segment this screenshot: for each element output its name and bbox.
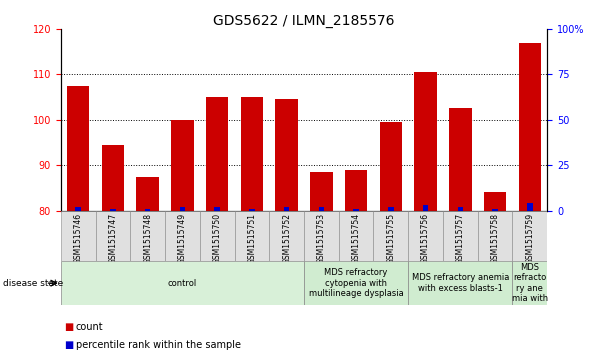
Bar <box>241 97 263 211</box>
Text: disease state: disease state <box>3 279 63 287</box>
Bar <box>484 192 506 211</box>
Text: GSM1515759: GSM1515759 <box>525 213 534 264</box>
FancyBboxPatch shape <box>408 261 513 305</box>
FancyBboxPatch shape <box>304 211 339 261</box>
FancyBboxPatch shape <box>339 211 373 261</box>
Bar <box>206 97 229 211</box>
FancyBboxPatch shape <box>269 211 304 261</box>
Text: percentile rank within the sample: percentile rank within the sample <box>76 340 241 350</box>
Bar <box>423 205 429 211</box>
Text: GSM1515755: GSM1515755 <box>386 213 395 264</box>
Bar <box>519 42 541 211</box>
Bar <box>345 170 367 211</box>
Bar <box>310 172 333 211</box>
Text: GSM1515752: GSM1515752 <box>282 213 291 264</box>
FancyBboxPatch shape <box>408 211 443 261</box>
Bar <box>214 207 220 211</box>
Bar <box>249 209 255 211</box>
Bar <box>67 86 89 211</box>
Text: GSM1515750: GSM1515750 <box>213 213 222 264</box>
Text: GSM1515758: GSM1515758 <box>491 213 500 264</box>
Bar <box>110 209 116 211</box>
Text: GSM1515749: GSM1515749 <box>178 213 187 264</box>
Text: GSM1515748: GSM1515748 <box>143 213 152 264</box>
FancyBboxPatch shape <box>513 211 547 261</box>
Bar <box>275 99 298 211</box>
Bar <box>136 176 159 211</box>
Bar <box>527 203 533 211</box>
Bar <box>179 207 185 211</box>
Bar <box>457 207 463 211</box>
FancyBboxPatch shape <box>61 211 95 261</box>
Title: GDS5622 / ILMN_2185576: GDS5622 / ILMN_2185576 <box>213 14 395 28</box>
Text: ■: ■ <box>64 340 73 350</box>
FancyBboxPatch shape <box>443 211 478 261</box>
Text: ■: ■ <box>64 322 73 332</box>
Bar <box>75 207 81 211</box>
Bar <box>102 145 124 211</box>
FancyBboxPatch shape <box>513 261 547 305</box>
FancyBboxPatch shape <box>235 211 269 261</box>
Bar <box>319 207 324 211</box>
Bar <box>492 209 498 211</box>
Text: GSM1515747: GSM1515747 <box>108 213 117 264</box>
Bar <box>145 209 151 211</box>
Text: count: count <box>76 322 103 332</box>
Bar <box>449 109 472 211</box>
FancyBboxPatch shape <box>130 211 165 261</box>
FancyBboxPatch shape <box>304 261 408 305</box>
Text: GSM1515757: GSM1515757 <box>456 213 465 264</box>
FancyBboxPatch shape <box>165 211 200 261</box>
FancyBboxPatch shape <box>95 211 130 261</box>
Text: GSM1515754: GSM1515754 <box>351 213 361 264</box>
Bar <box>414 72 437 211</box>
FancyBboxPatch shape <box>373 211 408 261</box>
Bar <box>353 209 359 211</box>
Text: MDS refractory
cytopenia with
multilineage dysplasia: MDS refractory cytopenia with multilinea… <box>309 268 404 298</box>
Text: GSM1515751: GSM1515751 <box>247 213 257 264</box>
Bar <box>171 120 194 211</box>
FancyBboxPatch shape <box>61 261 304 305</box>
Text: MDS
refracto
ry ane
mia with: MDS refracto ry ane mia with <box>512 263 548 303</box>
Text: GSM1515746: GSM1515746 <box>74 213 83 264</box>
Bar <box>388 207 393 211</box>
FancyBboxPatch shape <box>478 211 513 261</box>
Text: GSM1515756: GSM1515756 <box>421 213 430 264</box>
FancyBboxPatch shape <box>200 211 235 261</box>
Text: GSM1515753: GSM1515753 <box>317 213 326 264</box>
Bar <box>284 207 289 211</box>
Bar <box>379 122 402 211</box>
Text: MDS refractory anemia
with excess blasts-1: MDS refractory anemia with excess blasts… <box>412 273 509 293</box>
Text: control: control <box>168 279 197 287</box>
